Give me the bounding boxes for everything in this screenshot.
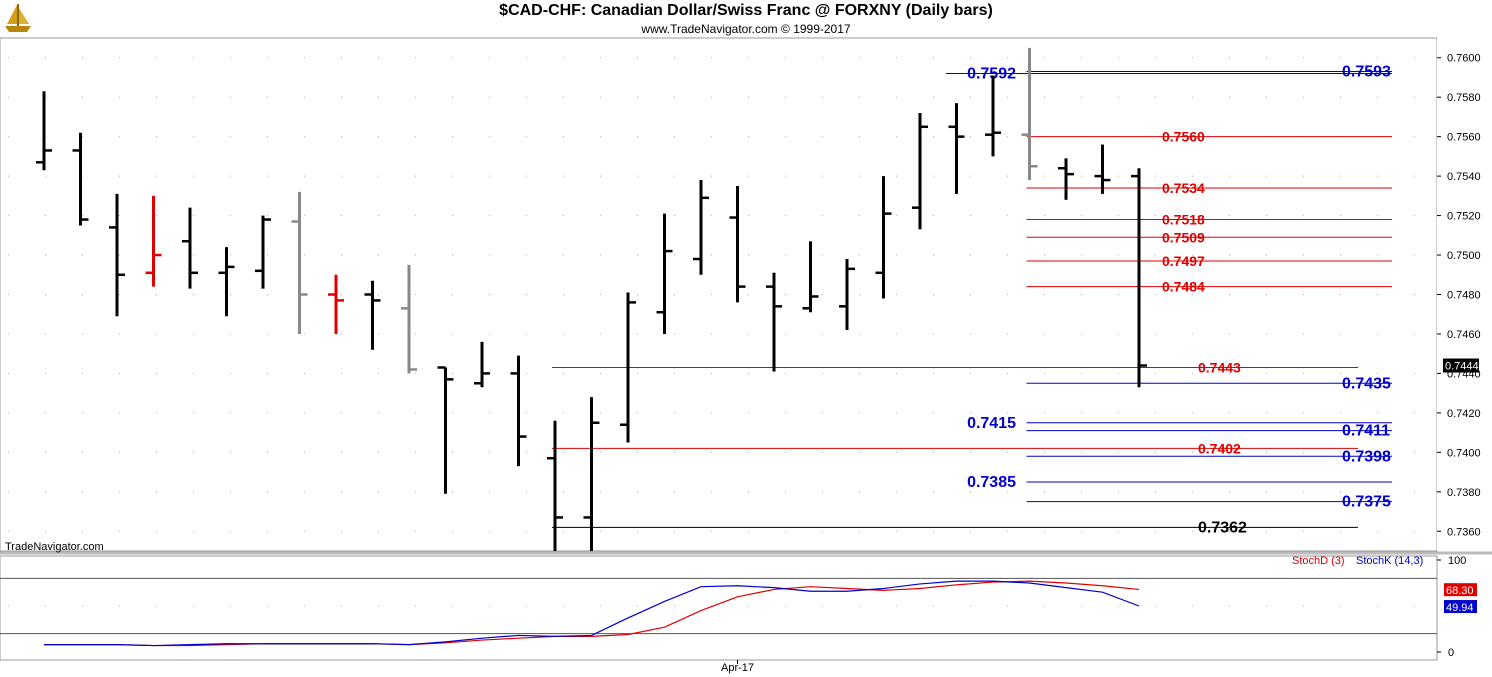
price-axis-label: 0.7460 (1447, 329, 1481, 341)
stoch-k-value-box (1444, 600, 1477, 614)
stoch-panel: 0 100 StochD (3) StochK (14,3) 68.30 49.94 (0, 555, 1477, 659)
ohlc-bar (729, 185, 746, 303)
chart-title: $CAD-CHF: Canadian Dollar/Swiss Franc @ … (499, 2, 993, 19)
last-price-label: 0.7444 (1445, 361, 1479, 373)
price-axis-label: 0.7520 (1447, 211, 1481, 223)
ohlc-bar (291, 191, 308, 334)
level-label: 0.7509 (1162, 229, 1205, 245)
ohlc-bar (656, 213, 673, 334)
price-axis-label: 0.7540 (1447, 171, 1481, 183)
stoch-d-value: 68.30 (1446, 585, 1474, 597)
ohlc-bar (1058, 158, 1074, 200)
price-axis-label: 0.7560 (1447, 132, 1481, 144)
level-label: 0.7534 (1162, 180, 1205, 196)
level-label: 0.7592 (967, 66, 1016, 83)
stoch-axis-label: 0 (1448, 647, 1454, 659)
last-price-box (1443, 358, 1479, 373)
stoch-d-value-box (1444, 583, 1477, 597)
stoch-d-line (44, 580, 1140, 647)
ohlc-bar (583, 397, 600, 551)
x-axis-label: Apr-17 (721, 662, 754, 674)
ohlc-bar (875, 176, 892, 299)
level-label: 0.7415 (967, 415, 1016, 432)
level-label: 0.7398 (1342, 448, 1391, 465)
level-label: 0.7593 (1342, 64, 1391, 81)
chart-subtitle: www.TradeNavigator.com © 1999-2017 (641, 22, 851, 36)
price-axis-label: 0.7500 (1447, 250, 1481, 262)
ohlc-bar (255, 215, 271, 289)
ohlc-bar (766, 272, 782, 372)
ohlc-bar (36, 91, 52, 171)
price-axis-label: 0.7360 (1447, 526, 1481, 538)
ohlc-bar (985, 75, 1001, 157)
price-axis-label: 0.7580 (1447, 92, 1481, 104)
price-panel-frame (0, 37, 1438, 552)
price-axis: 0.73600.73800.74000.74200.74400.74600.74… (1437, 53, 1481, 538)
ohlc-bar (802, 241, 819, 313)
stoch-k-value: 49.94 (1446, 602, 1474, 614)
level-label: 0.7402 (1198, 440, 1241, 456)
stoch-k-legend: StochK (14,3) (1356, 555, 1423, 567)
ohlc-bar (912, 112, 928, 230)
watermark-text: TradeNavigator.com (5, 541, 104, 553)
ohlc-bar (401, 264, 417, 374)
level-label: 0.7560 (1162, 129, 1205, 145)
stoch-panel-frame (0, 555, 1438, 661)
ohlc-bar (693, 180, 709, 275)
ohlc-bar (218, 247, 235, 317)
ohlc-bar (182, 207, 198, 289)
sailboat-logo-icon (5, 4, 31, 32)
ohlc-bar (364, 280, 381, 350)
level-label: 0.7362 (1198, 519, 1247, 536)
ohlc-bars (36, 47, 1147, 551)
ohlc-bar (145, 195, 162, 287)
ohlc-bar (437, 366, 454, 494)
ohlc-bar (547, 420, 563, 551)
price-axis-area (1437, 38, 1492, 551)
level-label: 0.7484 (1162, 279, 1205, 295)
ohlc-bar (109, 193, 125, 317)
ohlc-bar (510, 355, 527, 467)
level-label: 0.7411 (1342, 423, 1390, 440)
level-label: 0.7497 (1162, 253, 1205, 269)
level-label: 0.7385 (967, 474, 1016, 491)
stoch-d-legend: StochD (3) (1292, 555, 1345, 567)
ohlc-bar (948, 103, 965, 194)
stoch-axis-label: 100 (1448, 555, 1466, 567)
ohlc-bar (620, 292, 636, 443)
level-label: 0.7435 (1342, 375, 1391, 392)
level-label: 0.7518 (1162, 212, 1205, 228)
ohlc-bar (328, 274, 344, 334)
stoch-k-line (44, 580, 1140, 647)
price-axis-label: 0.7600 (1447, 53, 1481, 65)
ohlc-bar (1094, 144, 1111, 194)
price-axis-label: 0.7420 (1447, 408, 1481, 420)
chart-header: $CAD-CHF: Canadian Dollar/Swiss Franc @ … (0, 0, 1492, 38)
ohlc-bar (1131, 168, 1147, 388)
price-axis-label: 0.7400 (1447, 447, 1481, 459)
price-axis-label: 0.7480 (1447, 290, 1481, 302)
level-label: 0.7443 (1198, 360, 1241, 376)
ohlc-bar (474, 341, 490, 388)
ohlc-bar (839, 258, 855, 331)
price-axis-label: 0.7380 (1447, 487, 1481, 499)
ohlc-bar (72, 132, 89, 226)
level-label: 0.7375 (1342, 494, 1391, 511)
ohlc-bar (1021, 47, 1038, 181)
